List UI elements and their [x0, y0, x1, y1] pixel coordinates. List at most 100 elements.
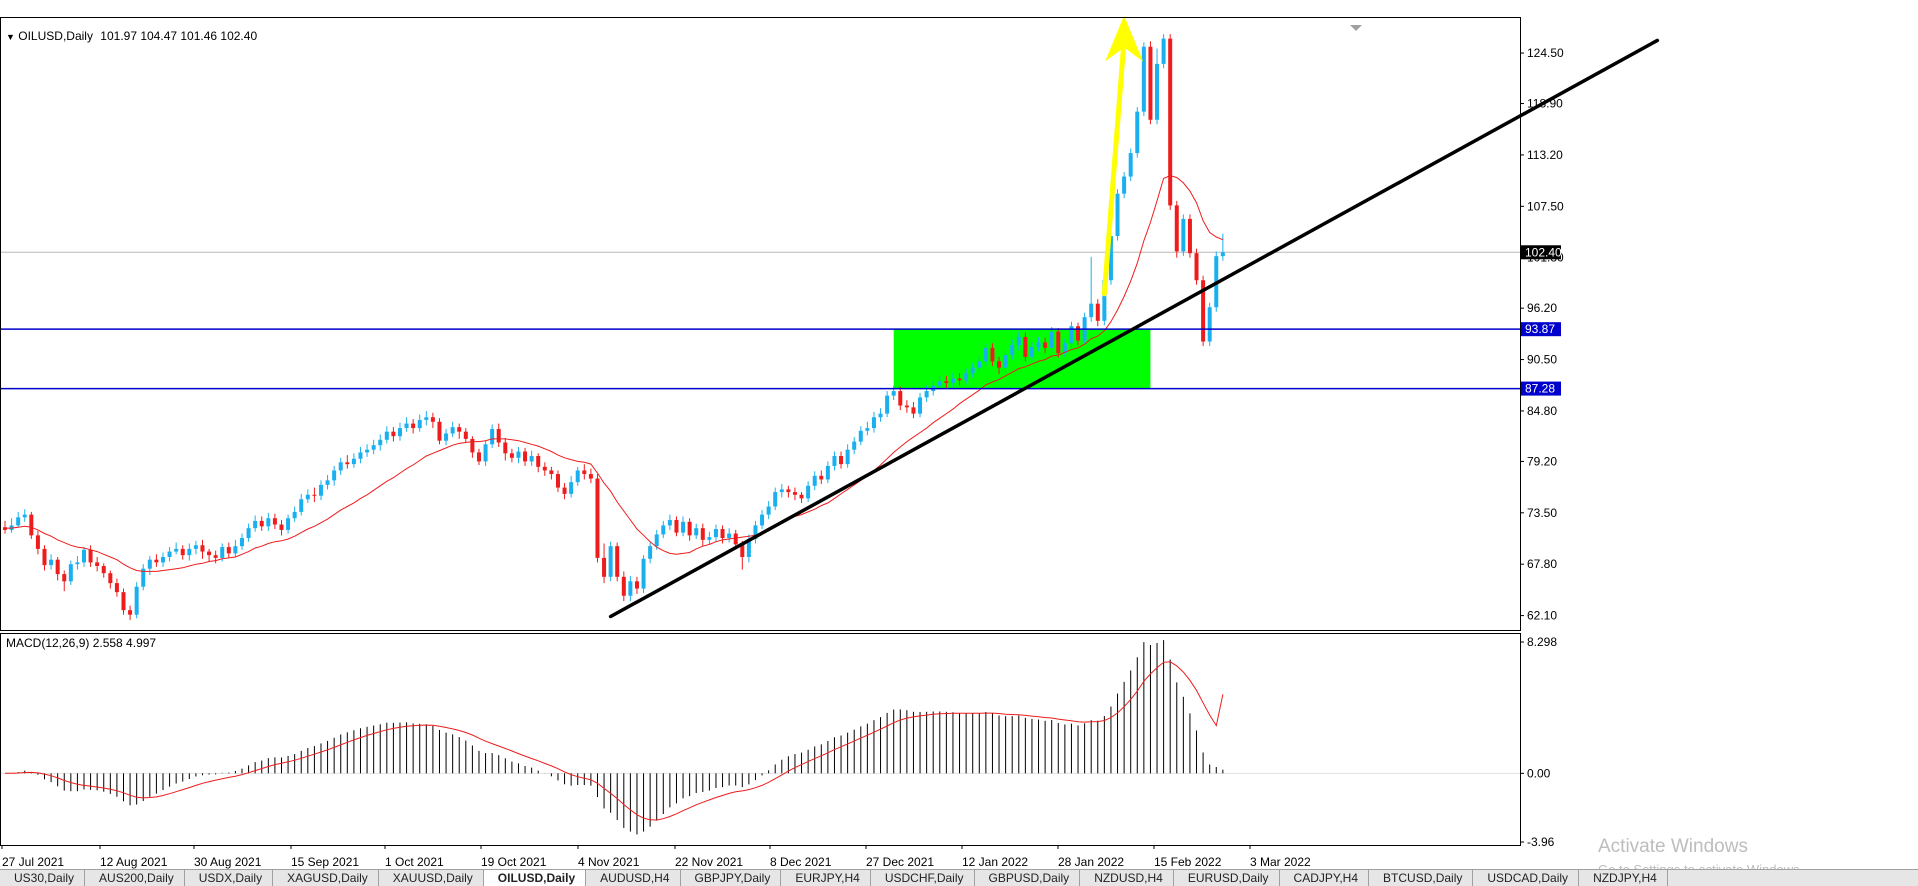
candle	[3, 520, 7, 534]
date-tick-label: 30 Aug 2021	[194, 855, 262, 869]
ohlc-readout: 101.97 104.47 101.46 102.40	[100, 29, 258, 43]
candle	[292, 506, 297, 522]
chart-tab[interactable]: CADJPY,H4	[1280, 870, 1370, 886]
symbol-label: OILUSD,Daily	[18, 29, 93, 43]
candle-body	[720, 529, 725, 539]
candle-body	[1102, 280, 1107, 321]
candle-body	[852, 441, 857, 450]
candle-body	[193, 545, 198, 549]
candle-body	[233, 546, 238, 554]
candle-body	[1108, 236, 1113, 281]
candle	[509, 448, 514, 463]
candle-body	[582, 470, 587, 475]
chart-tab[interactable]: GBPJPY,Daily	[681, 870, 782, 886]
candle	[95, 556, 100, 572]
candle-body	[602, 557, 607, 577]
candle-body	[536, 456, 541, 467]
price-tick-label: 96.20	[1527, 301, 1557, 315]
candle	[1115, 189, 1120, 241]
chart-tab[interactable]: USDCHF,Daily	[871, 870, 975, 886]
chart-tab[interactable]: USDCAD,Daily	[1473, 870, 1580, 886]
macd-signal-line	[5, 661, 1224, 821]
price-tick-label: 90.50	[1527, 353, 1557, 367]
candle	[121, 588, 126, 615]
date-tick-label: 27 Jul 2021	[2, 855, 64, 869]
candle	[1010, 339, 1015, 360]
candle-body	[476, 452, 481, 462]
candle	[378, 434, 383, 451]
candle-body	[338, 462, 343, 471]
chart-tab[interactable]: XAGUSD,Daily	[273, 870, 379, 886]
chart-tab[interactable]: EURUSD,Daily	[1174, 870, 1280, 886]
candle	[9, 518, 14, 533]
date-tick-label: 12 Aug 2021	[100, 855, 168, 869]
candle-body	[549, 470, 554, 475]
candle	[681, 516, 686, 537]
candle-body	[779, 489, 784, 493]
candle	[760, 510, 765, 530]
candle	[174, 542, 179, 555]
chart-tab[interactable]: AUDUSD,H4	[586, 870, 681, 886]
chart-tab[interactable]: GBPUSD,Daily	[975, 870, 1081, 886]
candle-body	[134, 586, 139, 615]
candle	[450, 421, 455, 438]
candle-body	[483, 444, 488, 462]
date-tick-label: 1 Oct 2021	[385, 855, 444, 869]
chart-tab[interactable]: BTCUSD,Daily	[1369, 870, 1474, 886]
candle	[825, 461, 830, 484]
candle-body	[1089, 303, 1094, 318]
candle	[1016, 331, 1021, 351]
candle-body	[641, 558, 646, 589]
chart-tab[interactable]: OILUSD,Daily	[483, 870, 587, 886]
candle-body	[318, 484, 323, 496]
chart-tab[interactable]: EURJPY,H4	[781, 870, 871, 886]
candle	[1036, 337, 1041, 352]
macd-panel-frame	[0, 633, 1521, 846]
candle	[167, 547, 172, 562]
candle	[845, 444, 850, 468]
candle	[187, 543, 192, 561]
chart-tab[interactable]: USDX,Daily	[185, 870, 274, 886]
chart-tab[interactable]: US30,Daily	[0, 870, 86, 886]
candle-body	[760, 514, 765, 526]
candle-body	[147, 559, 152, 569]
price-tick-label: 124.50	[1527, 46, 1564, 60]
candle	[180, 545, 185, 560]
candle	[865, 421, 870, 436]
candle-body	[345, 462, 350, 465]
chart-tab[interactable]: AUS200,Daily	[85, 870, 185, 886]
macd-tick-label: 0.00	[1527, 766, 1551, 780]
candle-body	[286, 518, 291, 530]
candle-body	[95, 562, 100, 566]
chart-tab[interactable]: NZDUSD,H4	[1080, 870, 1174, 886]
candle-body	[141, 568, 146, 587]
collapse-triangle-icon[interactable]: ▼	[6, 32, 15, 42]
candle-body	[1056, 331, 1061, 354]
level-price-label: 93.87	[1525, 322, 1555, 336]
yellow-arrow-head	[1105, 15, 1144, 62]
candle-body	[1115, 193, 1120, 237]
chart-tab[interactable]: NZDJPY,H4	[1579, 870, 1668, 886]
candle	[766, 501, 771, 520]
candle-body	[200, 545, 205, 552]
macd-tick-label: 8.298	[1527, 635, 1557, 649]
candle-body	[272, 518, 277, 525]
candle-body	[1043, 342, 1048, 348]
candle-body	[457, 427, 462, 432]
candle	[266, 512, 271, 531]
candle	[964, 368, 969, 385]
candle	[365, 444, 370, 457]
candle	[1207, 302, 1212, 347]
candle	[1135, 107, 1140, 158]
candle	[654, 529, 659, 550]
chart-tab[interactable]: XAUUSD,Daily	[379, 870, 484, 886]
candle	[496, 423, 501, 448]
candle	[49, 554, 54, 570]
candle-body	[1076, 326, 1081, 341]
candle-body	[220, 547, 225, 558]
candle	[272, 513, 277, 530]
level-price-label: 87.28	[1525, 382, 1555, 396]
candle	[786, 485, 791, 498]
candle	[213, 550, 218, 564]
